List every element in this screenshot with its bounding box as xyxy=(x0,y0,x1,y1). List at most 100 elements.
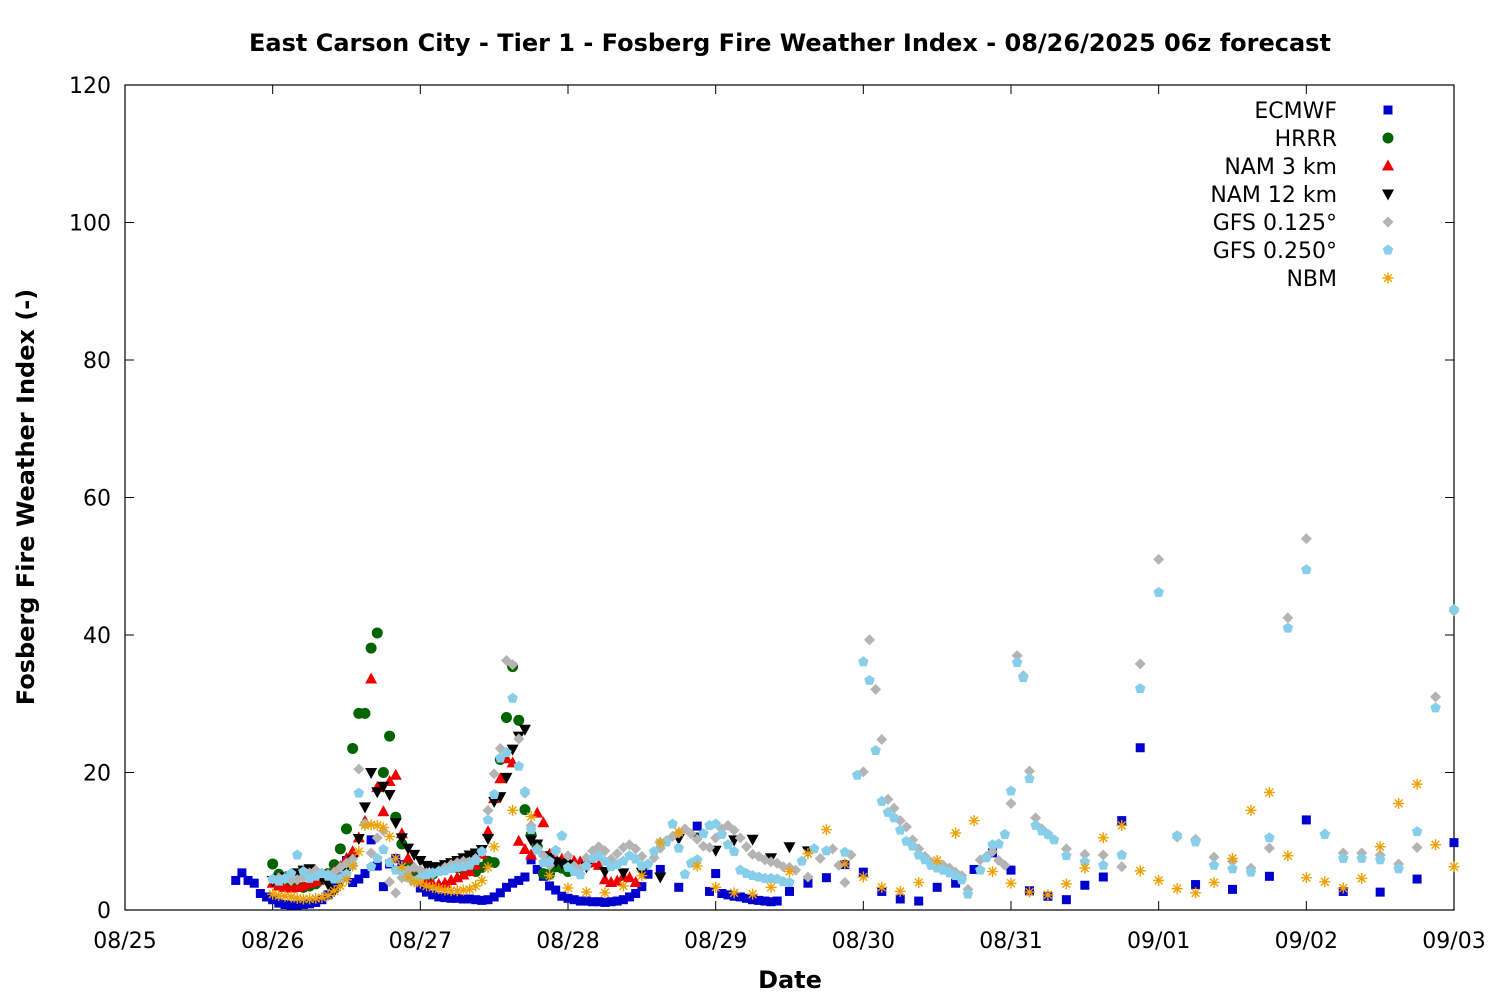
x-tick-label: 08/30 xyxy=(832,929,895,954)
point-ecmwf xyxy=(563,893,573,903)
point-gfs-0-250 xyxy=(698,828,709,839)
point-nam-3-km xyxy=(377,805,390,817)
point-gfs-0-250 xyxy=(298,866,309,876)
point-ecmwf xyxy=(631,889,641,898)
point-gfs-0-250 xyxy=(384,857,395,868)
point-gfs-0-250 xyxy=(1393,863,1404,874)
point-nam-3-km xyxy=(463,865,476,876)
point-nam-12-km xyxy=(371,787,384,799)
point-ecmwf xyxy=(618,895,628,905)
point-gfs-0-250 xyxy=(1338,852,1349,863)
point-hrrr xyxy=(488,857,500,869)
point-ecmwf xyxy=(477,895,487,905)
point-ecmwf xyxy=(1375,887,1385,897)
series-gfs-0-250 xyxy=(267,564,1460,899)
point-gfs-0-125 xyxy=(870,683,882,695)
point-gfs-0-125 xyxy=(1079,848,1091,860)
point-gfs-0-250 xyxy=(1301,564,1312,575)
point-ecmwf xyxy=(551,885,561,895)
point-ecmwf xyxy=(366,835,376,845)
point-gfs-0-250 xyxy=(962,888,974,899)
point-nbm xyxy=(328,885,340,897)
y-axis-label: Fosberg Fire Weather Index (-) xyxy=(12,289,40,705)
x-tick-label: 08/25 xyxy=(93,929,156,954)
point-ecmwf xyxy=(772,896,782,906)
point-ecmwf xyxy=(766,897,776,907)
x-tick-label: 08/29 xyxy=(684,929,747,954)
point-gfs-0-250 xyxy=(365,861,377,872)
point-nbm xyxy=(1448,861,1460,873)
point-gfs-0-250 xyxy=(1024,773,1035,784)
point-gfs-0-125 xyxy=(839,877,851,888)
point-gfs-0-250 xyxy=(581,860,592,871)
point-gfs-0-250 xyxy=(796,855,808,866)
point-nam-12-km xyxy=(408,849,421,861)
point-gfs-0-250 xyxy=(888,812,900,823)
point-nbm xyxy=(784,866,795,877)
x-tick-label: 09/02 xyxy=(1275,929,1338,954)
point-gfs-0-250 xyxy=(525,824,537,835)
point-nbm xyxy=(1282,850,1294,862)
point-gfs-0-250 xyxy=(876,795,888,806)
point-nam-3-km xyxy=(525,848,538,860)
point-gfs-0-250 xyxy=(1030,819,1041,830)
point-gfs-0-250 xyxy=(550,844,561,855)
point-ecmwf xyxy=(717,889,727,898)
legend-marker-hrrr xyxy=(1382,132,1394,144)
point-nam-12-km xyxy=(525,835,538,847)
point-ecmwf xyxy=(243,875,253,885)
point-nbm xyxy=(857,871,869,883)
point-gfs-0-250 xyxy=(1208,859,1220,870)
point-gfs-0-125 xyxy=(507,659,519,671)
point-gfs-0-125 xyxy=(728,824,740,836)
point-nam-12-km xyxy=(783,842,796,854)
point-gfs-0-250 xyxy=(470,855,481,865)
point-nam-3-km xyxy=(482,825,495,837)
y-tick-label: 0 xyxy=(97,899,111,924)
y-tick-label: 80 xyxy=(83,349,111,374)
point-nbm xyxy=(1171,883,1183,895)
point-gfs-0-250 xyxy=(1282,622,1294,633)
point-nam-3-km xyxy=(402,851,415,863)
point-ecmwf xyxy=(914,896,924,906)
point-gfs-0-125 xyxy=(611,848,623,860)
chart-title: East Carson City - Tier 1 - Fosberg Fire… xyxy=(249,29,1331,57)
point-nam-12-km xyxy=(746,834,759,846)
point-gfs-0-250 xyxy=(519,786,531,797)
point-nbm xyxy=(950,827,962,839)
point-ecmwf xyxy=(785,886,794,896)
point-ecmwf xyxy=(581,896,591,906)
point-nbm xyxy=(396,861,408,873)
point-gfs-0-250 xyxy=(1430,702,1441,713)
point-gfs-0-250 xyxy=(556,830,568,841)
point-nam-3-km xyxy=(518,843,531,854)
point-ecmwf xyxy=(569,895,579,905)
point-gfs-0-250 xyxy=(501,747,512,758)
point-gfs-0-125 xyxy=(685,828,697,840)
point-gfs-0-125 xyxy=(1208,851,1220,863)
legend-label-ecmwf: ECMWF xyxy=(1254,99,1337,124)
point-nbm xyxy=(476,874,488,886)
point-gfs-0-250 xyxy=(710,818,721,829)
point-nam-3-km xyxy=(629,876,642,887)
point-gfs-0-250 xyxy=(722,839,734,850)
point-gfs-0-250 xyxy=(1171,830,1183,841)
point-ecmwf xyxy=(458,894,468,904)
point-nbm xyxy=(347,860,359,872)
point-nam-12-km xyxy=(358,802,371,814)
point-gfs-0-125 xyxy=(876,734,888,745)
point-gfs-0-125 xyxy=(482,804,494,816)
point-gfs-0-250 xyxy=(488,789,500,799)
point-nam-3-km xyxy=(389,768,402,780)
point-ecmwf xyxy=(514,875,524,885)
x-tick-label: 08/31 xyxy=(979,929,1042,954)
point-ecmwf xyxy=(471,895,481,905)
point-nbm xyxy=(1263,786,1275,798)
point-ecmwf xyxy=(1135,743,1145,753)
point-nam-12-km xyxy=(377,781,390,793)
legend-marker-nbm xyxy=(1382,272,1394,284)
point-gfs-0-125 xyxy=(1134,658,1146,670)
point-gfs-0-125 xyxy=(384,876,396,888)
point-gfs-0-250 xyxy=(1005,785,1017,796)
